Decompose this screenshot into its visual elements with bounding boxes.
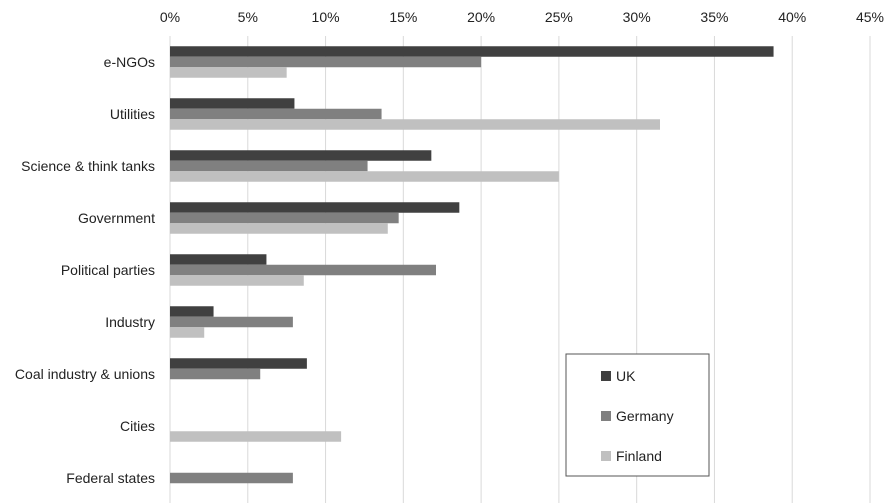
x-tick-label: 45% <box>856 9 884 25</box>
bar-uk <box>170 202 460 213</box>
x-tick-label: 25% <box>545 9 573 25</box>
bar-uk <box>170 358 307 369</box>
bars <box>170 46 774 484</box>
x-tick-label: 15% <box>389 9 417 25</box>
legend: UK Germany Finland <box>565 353 710 477</box>
x-tick-label: 20% <box>467 9 495 25</box>
bar-germany <box>170 368 261 380</box>
bar-germany <box>170 316 293 328</box>
bar-germany <box>170 212 399 224</box>
category-label: Industry <box>105 314 155 330</box>
bar-germany <box>170 160 368 172</box>
category-label: Science & think tanks <box>21 158 155 174</box>
x-tick-label: 5% <box>238 9 258 25</box>
legend-swatch <box>601 411 611 421</box>
bar-finland <box>170 119 660 130</box>
bar-uk <box>170 306 214 317</box>
bar-germany <box>170 56 482 68</box>
bar-finland <box>170 275 304 286</box>
bar-finland <box>170 67 287 78</box>
bar-uk <box>170 150 432 161</box>
category-label: Coal industry & unions <box>15 366 155 382</box>
bar-finland <box>170 431 342 442</box>
x-tick-label: 10% <box>312 9 340 25</box>
bar-finland <box>170 223 388 234</box>
legend-box <box>565 353 710 477</box>
legend-swatch <box>601 451 611 461</box>
bar-germany <box>170 264 436 276</box>
bar-germany <box>170 472 293 484</box>
legend-label: Finland <box>616 448 662 464</box>
category-label: e-NGOs <box>104 54 155 70</box>
x-tick-label: 0% <box>160 9 180 25</box>
bar-uk <box>170 98 295 109</box>
bar-uk <box>170 46 774 57</box>
category-label: Cities <box>120 418 155 434</box>
legend-swatch <box>601 371 611 381</box>
bar-uk <box>170 254 267 265</box>
x-axis-ticks: 0% 5% 10% 15% 20% 25% 30% 35% 40% 45% <box>160 9 884 25</box>
x-tick-label: 30% <box>623 9 651 25</box>
x-tick-label: 35% <box>700 9 728 25</box>
category-labels: e-NGOs Utilities Science & think tanks Gove… <box>15 54 155 486</box>
legend-label: Germany <box>616 408 674 424</box>
bar-germany <box>170 108 382 120</box>
bar-finland <box>170 171 559 182</box>
category-label: Utilities <box>110 106 155 122</box>
category-label: Political parties <box>61 262 155 278</box>
category-label: Government <box>78 210 155 226</box>
legend-label: UK <box>616 368 636 384</box>
bar-finland <box>170 327 205 338</box>
category-label: Federal states <box>66 470 155 486</box>
x-tick-label: 40% <box>778 9 806 25</box>
